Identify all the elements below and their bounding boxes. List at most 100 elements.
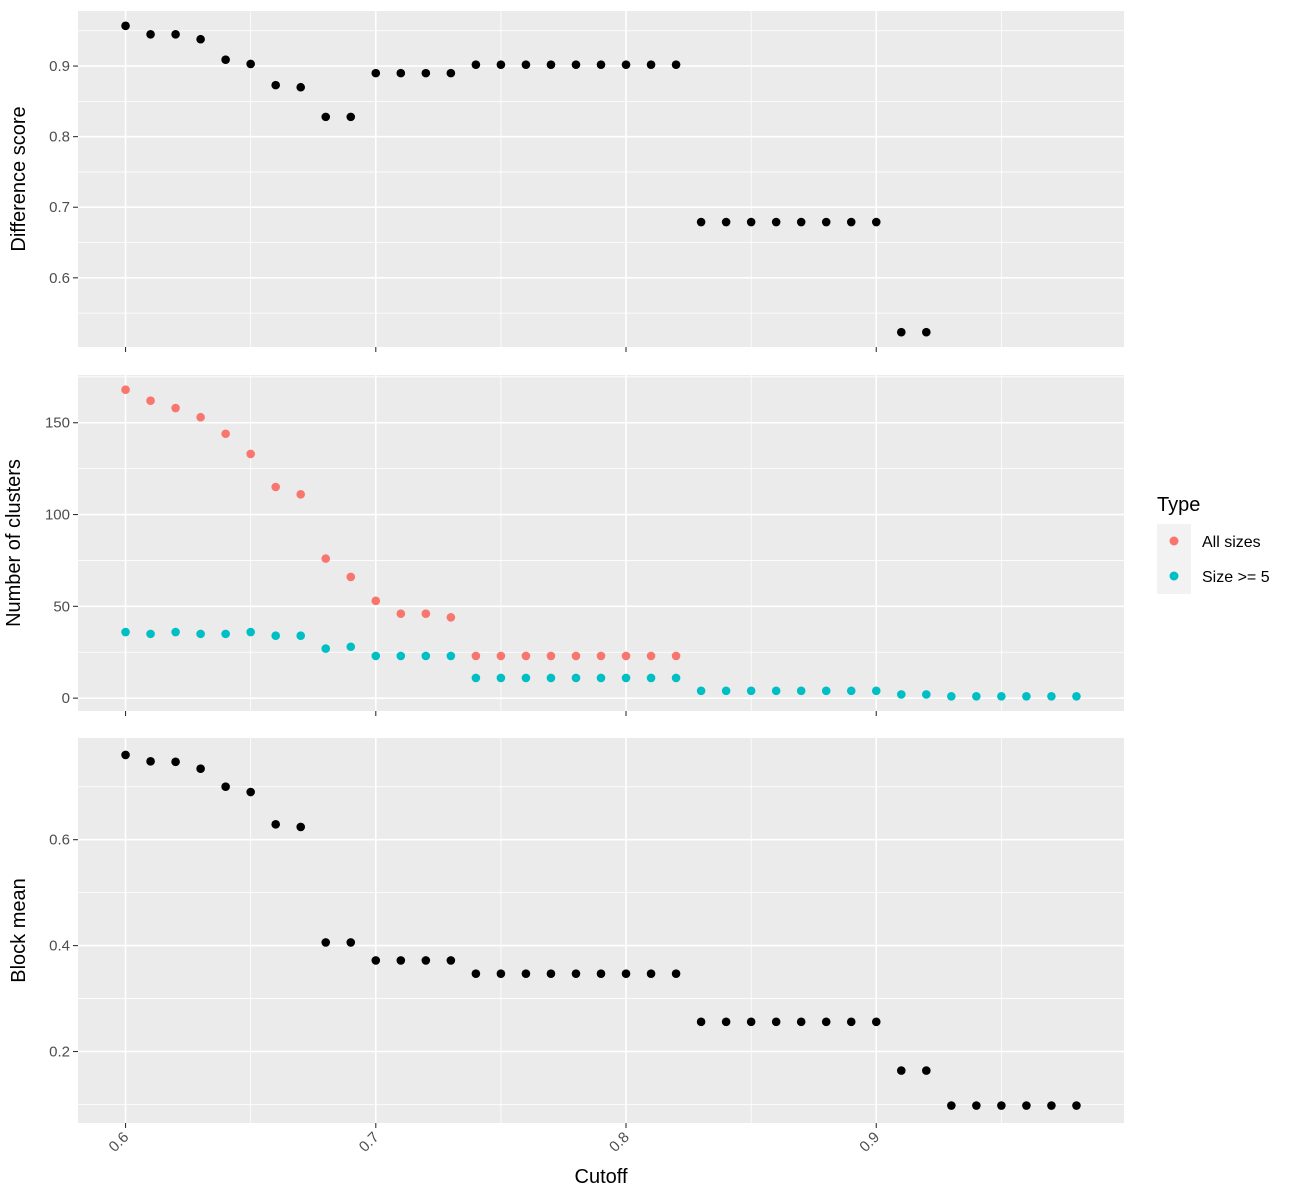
y-tick-label: 150 [45,415,70,432]
series-1-1 [121,21,931,337]
data-point [896,327,906,337]
data-point [271,80,280,90]
legend-marker-all-sizes [1169,536,1179,546]
data-point [471,969,481,978]
data-point [471,651,481,661]
data-point [796,1017,806,1027]
data-point [546,60,556,69]
data-point [421,68,431,78]
data-point [972,1101,981,1110]
data-point [321,938,331,947]
y-axis-title: Number of clusters [3,459,25,627]
data-point [721,217,731,227]
data-point [446,613,456,622]
data-point [571,673,581,683]
data-point [346,938,356,947]
y-tick-label: 0.2 [49,1044,70,1061]
data-point [496,673,506,683]
data-point [746,1017,756,1027]
y-tick-label: 0.7 [49,199,70,216]
data-point [771,1017,781,1027]
data-point [896,690,906,699]
y-tick-label: 50 [53,598,70,615]
data-point [396,651,406,661]
data-point [571,969,581,978]
legend: Type All sizes Size >= 5 [1157,494,1270,594]
data-point [346,572,356,582]
data-point [596,673,606,683]
panels-layer: 0.6 0.7 0.8 0.9 Difference score 0 50 100 150 Num… [3,11,1124,1156]
y-tick-label: 0.4 [49,938,70,955]
data-point [746,686,756,696]
data-point [271,631,280,641]
data-point [922,690,931,699]
data-point [922,327,931,337]
data-point [271,482,280,492]
data-point [1047,692,1056,701]
data-point [496,651,506,661]
data-point [1072,1101,1081,1110]
data-point [496,60,506,69]
data-point [771,686,781,696]
data-point [171,757,180,767]
data-point [221,629,230,639]
data-point [421,609,431,618]
legend-title: Type [1157,494,1200,516]
series-2-2 [121,627,1081,701]
data-point [346,642,356,652]
data-point [146,629,155,639]
data-point [796,686,806,696]
data-point [321,554,331,563]
x-tick-label: 0.6 [106,1129,133,1156]
data-point [821,217,831,227]
data-point [196,629,205,639]
data-point [596,969,606,978]
data-point [746,217,756,227]
data-point [471,60,481,69]
data-point [922,1066,931,1075]
x-tick-label: 0.9 [856,1129,883,1156]
data-point [571,60,581,69]
x-axis-title: Cutoff [575,1166,628,1188]
data-point [371,651,381,661]
data-point [997,1101,1006,1110]
legend-marker-size-5 [1169,571,1179,581]
y-tick-label: 0.8 [49,129,70,146]
data-point [271,820,280,829]
data-point [871,686,881,696]
data-point [997,692,1006,701]
data-point [821,1017,831,1027]
data-point [846,1017,856,1027]
data-point [596,60,606,69]
data-point [696,686,706,696]
data-point [321,644,331,653]
data-point [471,673,481,683]
data-point [521,651,531,661]
data-point [296,490,306,499]
data-point [221,55,230,65]
y-tick-label: 100 [45,507,70,524]
data-point [296,631,306,641]
data-point [721,686,731,696]
data-point [296,82,306,92]
data-point [621,651,631,661]
data-point [896,1066,906,1075]
panel-background [78,738,1124,1123]
data-point [621,969,631,978]
data-point [721,1017,731,1027]
panel-background [78,375,1124,711]
data-point [1047,1101,1056,1110]
data-point [1022,692,1031,701]
data-point [671,673,681,683]
data-point [596,651,606,661]
y-axis-title: Difference score [8,106,30,251]
x-tick-label: 0.7 [356,1129,383,1156]
data-point [646,673,656,683]
data-point [296,822,306,832]
data-point [646,60,656,69]
data-point [871,1017,881,1027]
data-point [771,217,781,227]
data-point [446,651,456,661]
data-point [196,34,205,44]
